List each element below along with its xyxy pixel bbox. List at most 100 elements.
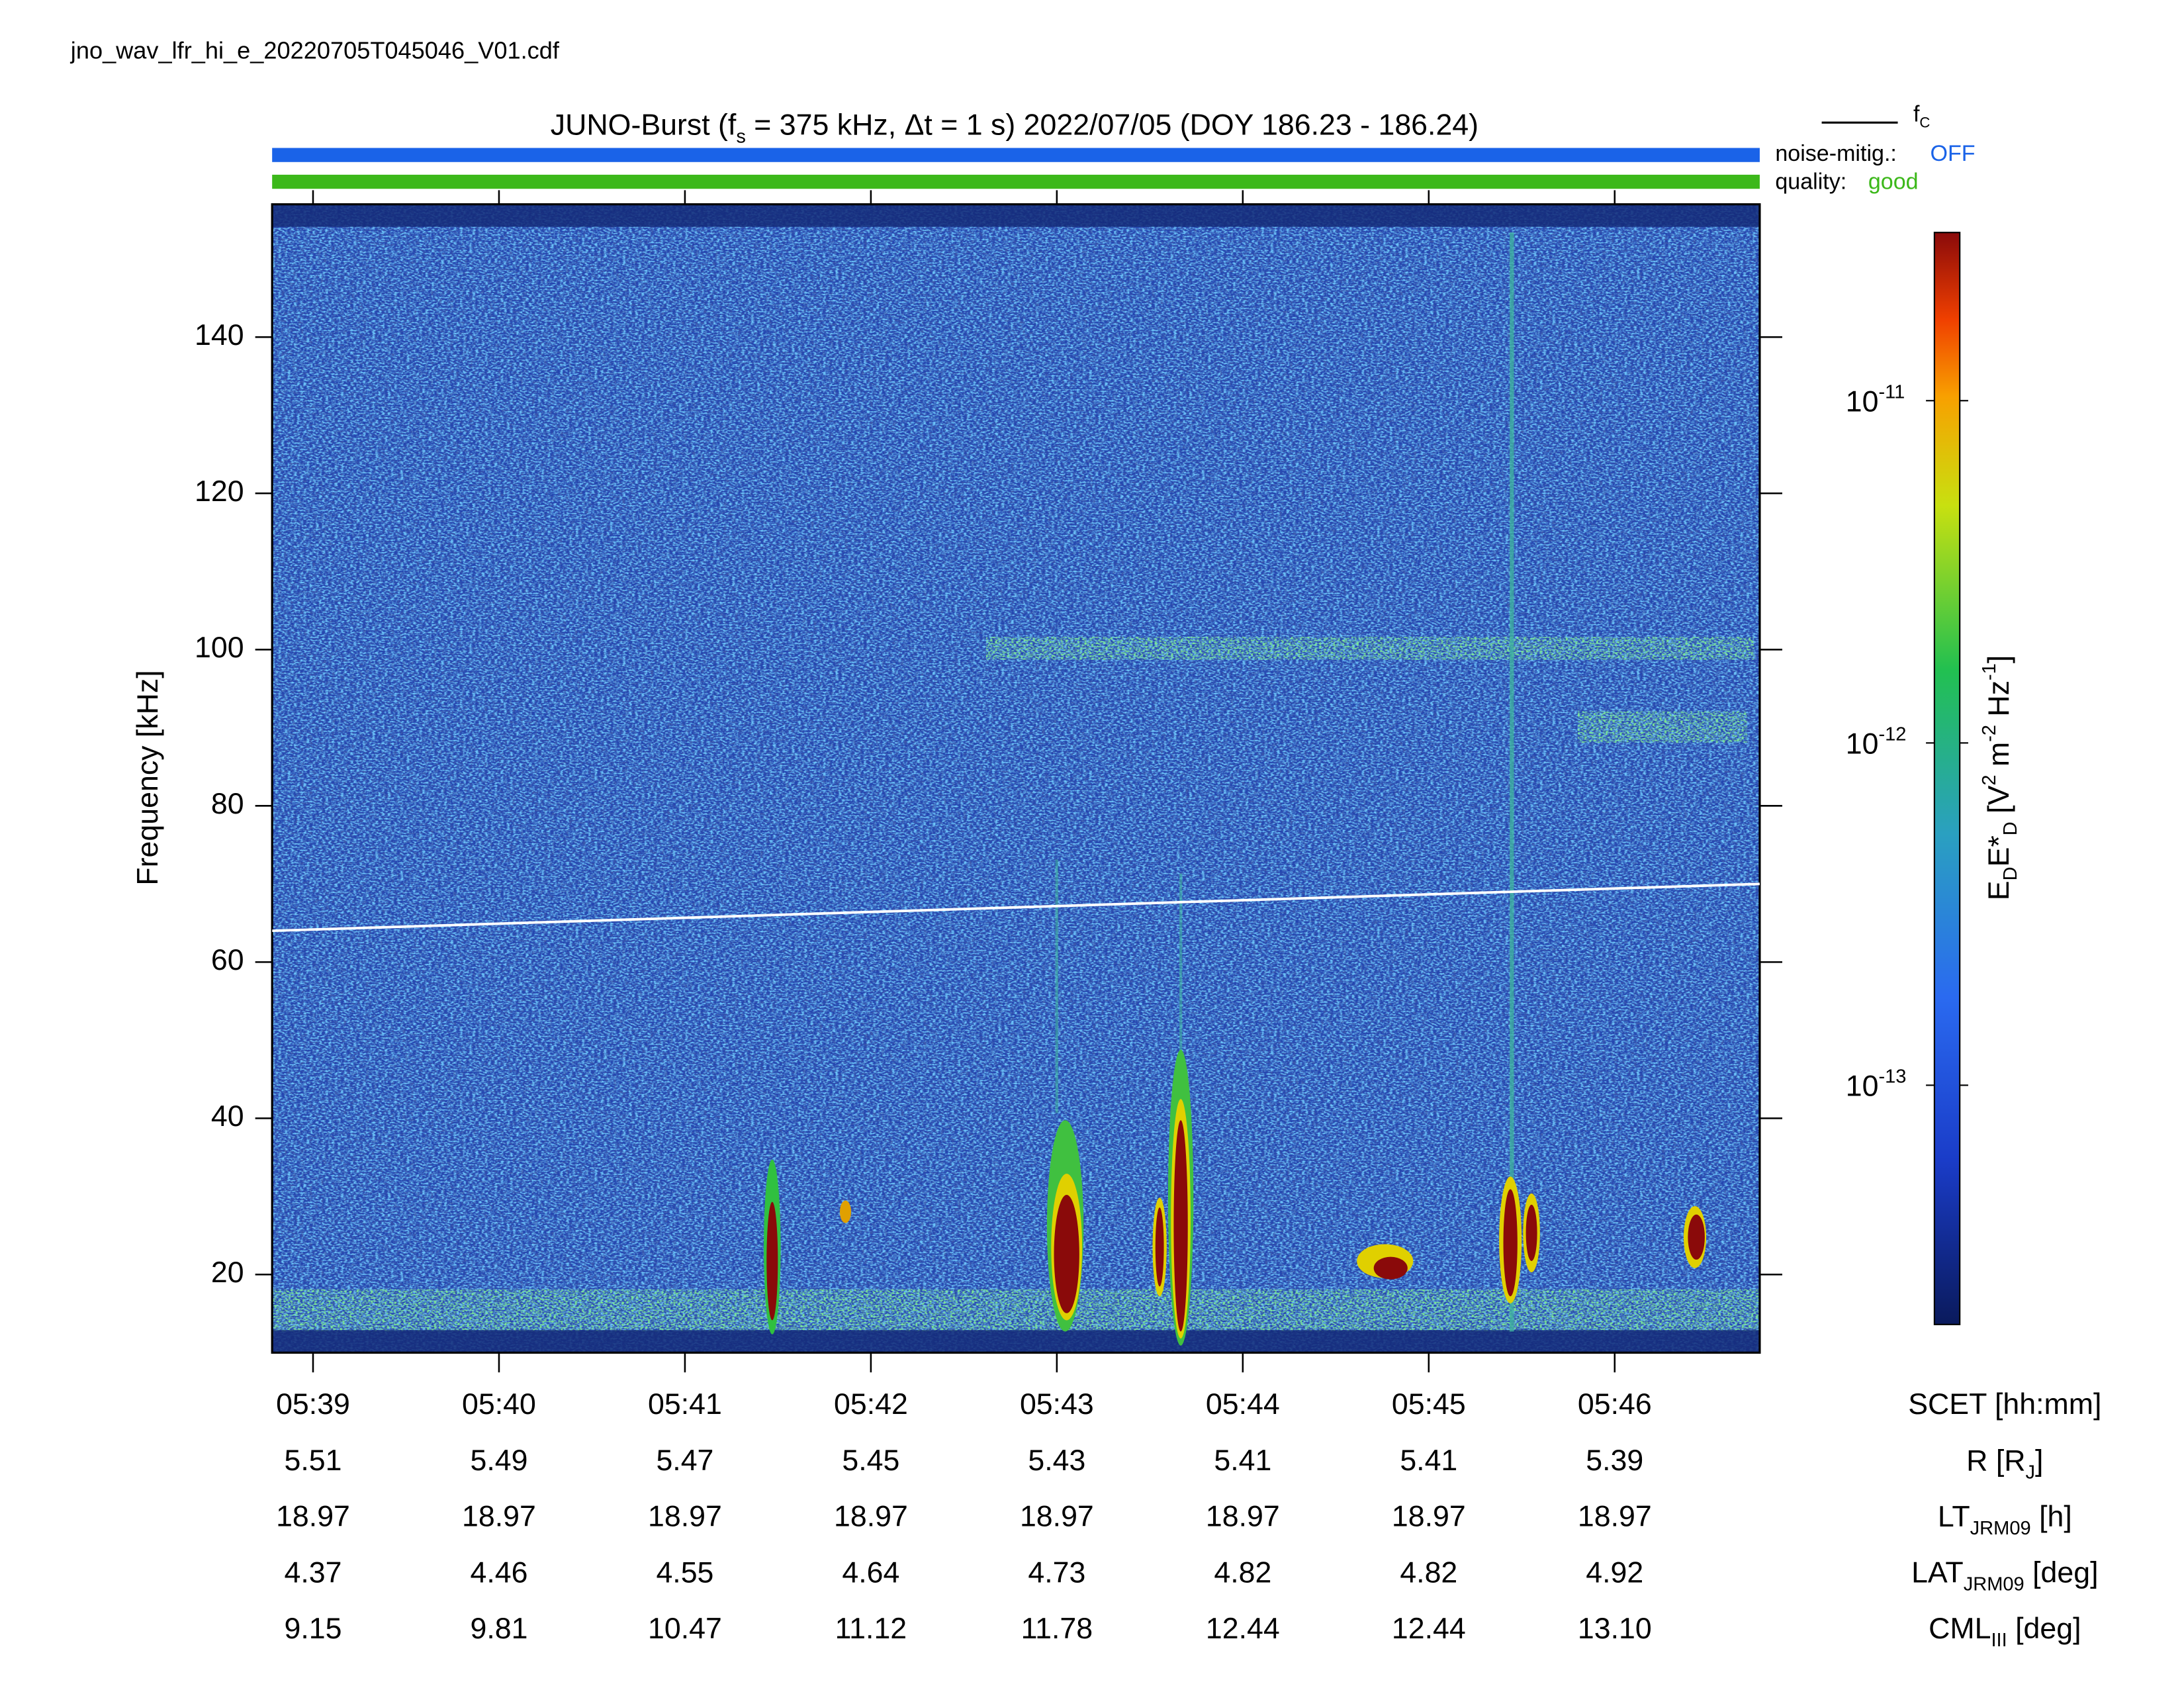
text-part: JUNO-Burst (f (551, 109, 737, 141)
row-label: R [RJ] (1966, 1444, 2043, 1483)
ephemeris-value: 4.82 (1400, 1556, 1457, 1589)
x-tick-label: 05:45 (1392, 1388, 1466, 1421)
ephemeris-value: 18.97 (1578, 1501, 1652, 1533)
ephemeris-value: 5.41 (1400, 1444, 1457, 1477)
ephemeris-value: 4.92 (1586, 1556, 1643, 1589)
spectrogram (272, 204, 1760, 1353)
burst (1688, 1214, 1705, 1260)
ephemeris-value: 18.97 (1392, 1501, 1466, 1533)
legend-label: fC (1913, 102, 1930, 131)
top-band (272, 204, 1760, 227)
colorbar (1933, 232, 1961, 1325)
x-tick-label: 05:43 (1020, 1388, 1094, 1421)
ephemeris-value: 4.82 (1214, 1556, 1271, 1589)
text-part: -2 (1979, 725, 2000, 742)
burst (1155, 1207, 1164, 1287)
row-label: LATJRM09 [deg] (1911, 1556, 2098, 1595)
text-part: [h] (2031, 1501, 2072, 1533)
text-part: [deg] (2007, 1613, 2081, 1645)
plot-frame (271, 203, 1761, 1354)
text-part: -1 (1979, 663, 2000, 680)
text-part: s (736, 126, 746, 147)
y-tick-label: 20 (211, 1256, 244, 1289)
text-part: III (1991, 1630, 2007, 1651)
ephemeris-value: 5.41 (1214, 1444, 1271, 1477)
ephemeris-value: 9.15 (285, 1613, 342, 1645)
text-part: LAT (1911, 1556, 1964, 1589)
x-tick-label: 05:46 (1578, 1388, 1652, 1421)
text-part: D (2000, 867, 2021, 880)
row-label: CMLIII [deg] (1929, 1613, 2081, 1651)
text-part: [V (1983, 785, 2015, 821)
y-tick-label: 100 (195, 632, 244, 664)
status-value: OFF (1930, 141, 1975, 166)
noise-light (272, 204, 1760, 1353)
status-label: noise-mitig.: (1775, 141, 1897, 166)
ephemeris-value: 11.12 (835, 1613, 907, 1645)
text-part: ] (2035, 1444, 2043, 1477)
ephemeris-value: 18.97 (834, 1501, 908, 1533)
text-part: 2 (1979, 774, 2000, 785)
row-label: LTJRM09 [h] (1938, 1501, 2072, 1539)
burst (1525, 1204, 1537, 1262)
y-tick-label: 60 (211, 944, 244, 976)
ephemeris-value: 10.47 (648, 1613, 722, 1645)
x-tick-label: 05:42 (834, 1388, 908, 1421)
bottom-band (272, 1330, 1760, 1353)
text-part: 10 (1846, 727, 1879, 760)
ephemeris-value: 4.37 (285, 1556, 342, 1589)
text-part: -11 (1878, 381, 1905, 402)
bursts (764, 1049, 1707, 1346)
ephemeris-value: 5.51 (285, 1444, 342, 1477)
ephemeris-value: 5.43 (1028, 1444, 1085, 1477)
x-tick-label: 05:40 (462, 1388, 536, 1421)
ephemeris-value: 18.97 (648, 1501, 722, 1533)
y-tick-label: 40 (211, 1100, 244, 1133)
colorbar-tick-label: 10-12 (1846, 724, 1907, 760)
burst (1503, 1189, 1518, 1297)
burst (1373, 1256, 1408, 1280)
burst (1173, 1120, 1188, 1332)
ephemeris-value: 12.44 (1206, 1613, 1280, 1645)
y-tick-label: 140 (195, 319, 244, 352)
text-part: E* (1983, 835, 2015, 867)
colorbar-tick-label: 10-11 (1846, 381, 1905, 418)
text-part: f (1913, 102, 1920, 127)
fc-line (272, 882, 1760, 933)
colorbar-label: EDE*D [V2 m-2 Hz-1] (1979, 655, 2021, 901)
chart-title: JUNO-Burst (fs = 375 kHz, Δt = 1 s) 2022… (551, 109, 1479, 147)
y-tick-label: 120 (195, 475, 244, 508)
band-90 (1578, 711, 1747, 743)
status-value: good (1868, 169, 1919, 195)
ephemeris-value: 4.64 (842, 1556, 899, 1589)
x-tick-label: 05:41 (648, 1388, 722, 1421)
text-part: 10 (1846, 1070, 1879, 1102)
text-part: 10 (1846, 385, 1879, 418)
text-part: J (2026, 1462, 2036, 1483)
x-axis-label: SCET [hh:mm] (1908, 1388, 2101, 1421)
ephemeris-value: 5.49 (470, 1444, 527, 1477)
text-part: ] (1983, 655, 2015, 663)
y-tick-label: 80 (211, 788, 244, 820)
ephemeris-value: 18.97 (1020, 1501, 1094, 1533)
ephemeris-value: 4.73 (1028, 1556, 1085, 1589)
text-part: R [R (1966, 1444, 2025, 1477)
ephemeris-value: 18.97 (276, 1501, 350, 1533)
ephemeris-value: 9.81 (470, 1613, 527, 1645)
text-part: m (1983, 742, 2015, 775)
text-part: Hz (1983, 680, 2015, 725)
text-part: LT (1938, 1501, 1970, 1533)
ephemeris-value: 4.55 (656, 1556, 713, 1589)
band-100 (986, 637, 1754, 660)
ephemeris-value: 5.39 (1586, 1444, 1643, 1477)
burst (839, 1200, 852, 1223)
x-tick-label: 05:44 (1206, 1388, 1280, 1421)
ephemeris-value: 13.10 (1578, 1613, 1652, 1645)
colorbar-tick-label: 10-13 (1846, 1066, 1907, 1102)
ephemeris-value: 18.97 (462, 1501, 536, 1533)
text-part: JRM09 (1964, 1573, 2025, 1595)
text-part: -12 (1878, 724, 1906, 745)
text-part: -13 (1878, 1066, 1906, 1087)
noise-bar (272, 148, 1760, 162)
